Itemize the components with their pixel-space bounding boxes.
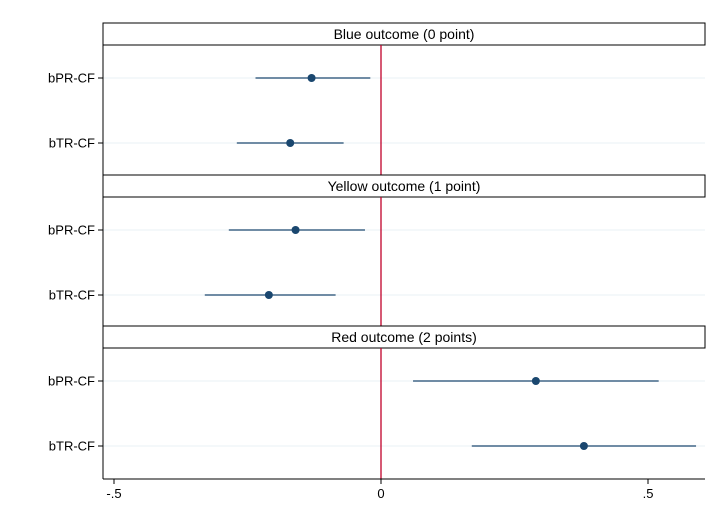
point-estimate [291, 226, 300, 234]
plot-area: Blue outcome (0 point) bPR-CF bTR-CF Yellow… [48, 22, 706, 501]
panel-title: Blue outcome (0 point) [334, 26, 475, 42]
point-estimate [264, 291, 273, 299]
category-label: bPR-CF [48, 223, 95, 238]
panel-title: Red outcome (2 points) [331, 329, 477, 345]
x-tick-label: -.5 [106, 486, 121, 501]
x-tick-label: .5 [643, 486, 654, 501]
category-label: bPR-CF [48, 71, 95, 86]
panel-header [102, 325, 706, 349]
x-tick-label: 0 [377, 486, 384, 501]
point-estimate [307, 74, 316, 82]
panel-header [102, 22, 706, 46]
point-estimate [579, 442, 588, 450]
panel-title: Yellow outcome (1 point) [328, 178, 481, 194]
panel-header [102, 174, 706, 198]
point-estimate [531, 377, 540, 385]
category-label: bTR-CF [49, 439, 95, 454]
category-label: bTR-CF [49, 136, 95, 151]
category-label: bPR-CF [48, 374, 95, 389]
point-estimate [286, 139, 295, 147]
category-label: bTR-CF [49, 288, 95, 303]
